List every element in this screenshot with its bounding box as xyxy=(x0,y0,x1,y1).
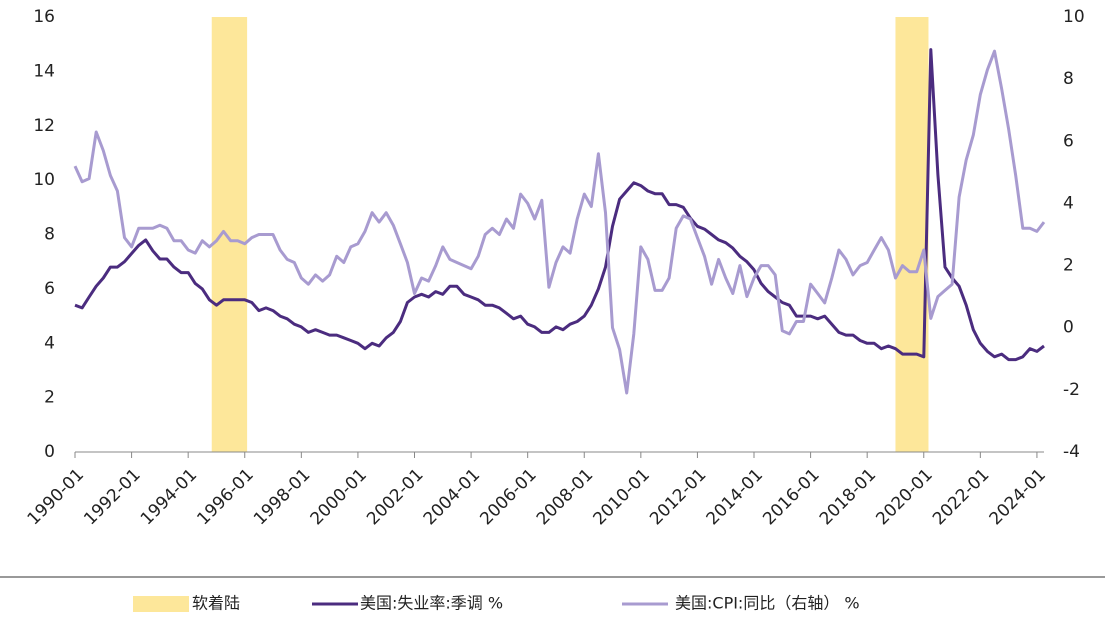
x-tick-label: 2008-01 xyxy=(533,465,597,529)
y2-tick-label: 4 xyxy=(1063,193,1074,213)
legend-label: 软着陆 xyxy=(192,594,240,613)
x-tick-label: 2002-01 xyxy=(363,465,427,529)
y-tick-label: 10 xyxy=(33,170,55,190)
y2-tick-label: -4 xyxy=(1063,442,1080,462)
y-tick-label: 14 xyxy=(33,61,55,81)
legend-label: 美国:CPI:同比（右轴） % xyxy=(675,594,860,613)
x-tick-label: 2022-01 xyxy=(929,465,993,529)
x-tick-label: 2010-01 xyxy=(590,465,654,529)
x-tick-label: 2004-01 xyxy=(420,465,484,529)
y-tick-label: 8 xyxy=(44,225,55,245)
x-tick-label: 1994-01 xyxy=(137,465,201,529)
soft-landing-band xyxy=(211,17,248,452)
x-tick-label: 1990-01 xyxy=(24,465,88,529)
y2-tick-label: 8 xyxy=(1063,69,1074,89)
legend-label: 美国:失业率:季调 % xyxy=(360,594,503,613)
y2-tick-label: 6 xyxy=(1063,131,1074,151)
x-tick-label: 1998-01 xyxy=(250,465,314,529)
y2-tick-label: -2 xyxy=(1063,380,1080,400)
legend-swatch xyxy=(133,596,189,612)
y2-tick-label: 2 xyxy=(1063,256,1074,276)
x-tick-label: 2018-01 xyxy=(816,465,880,529)
series-line xyxy=(74,48,1045,362)
x-tick-label: 2016-01 xyxy=(759,465,823,529)
x-tick-label: 1996-01 xyxy=(193,465,257,529)
soft-landing-band xyxy=(895,17,929,452)
y-tick-label: 2 xyxy=(44,388,55,408)
x-tick-label: 2000-01 xyxy=(307,465,371,529)
x-tick-label: 1992-01 xyxy=(80,465,144,529)
y-tick-label: 12 xyxy=(33,116,55,136)
y2-tick-label: 0 xyxy=(1063,318,1074,338)
y2-tick-label: 10 xyxy=(1063,7,1085,27)
x-tick-label: 2024-01 xyxy=(986,465,1050,529)
x-tick-label: 2006-01 xyxy=(476,465,540,529)
y-tick-label: 0 xyxy=(44,442,55,462)
x-tick-label: 2014-01 xyxy=(703,465,767,529)
y-tick-label: 6 xyxy=(44,279,55,299)
x-tick-label: 2020-01 xyxy=(872,465,936,529)
x-tick-label: 2012-01 xyxy=(646,465,710,529)
series-line xyxy=(73,49,1046,395)
y-tick-label: 4 xyxy=(44,333,55,353)
y-tick-label: 16 xyxy=(33,7,55,27)
